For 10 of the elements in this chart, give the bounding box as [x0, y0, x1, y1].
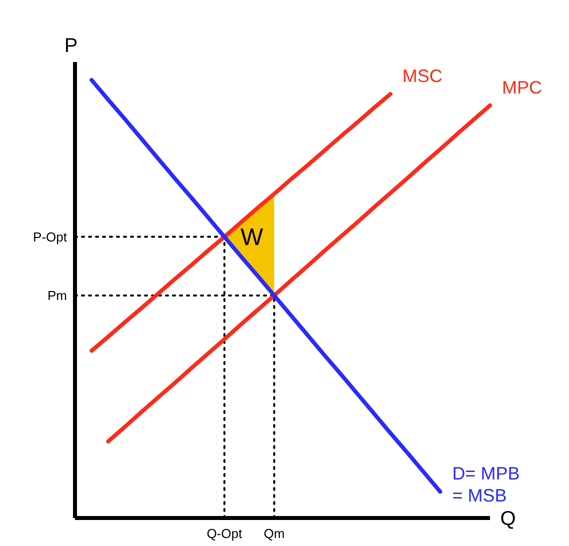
x-axis-title: Q: [500, 508, 516, 530]
y-axis-title: P: [64, 35, 78, 57]
ref-line-label: Pm: [48, 288, 67, 304]
annotation: W: [240, 224, 264, 252]
x-tick-label: Q-Opt: [206, 526, 242, 541]
x-tick-label: Qm: [264, 526, 285, 541]
series-label: D= MPB = MSB: [452, 464, 520, 506]
series-label: MSC: [402, 66, 442, 86]
series-label: MPC: [502, 77, 542, 98]
ref-line-label: P-Opt: [33, 229, 68, 244]
